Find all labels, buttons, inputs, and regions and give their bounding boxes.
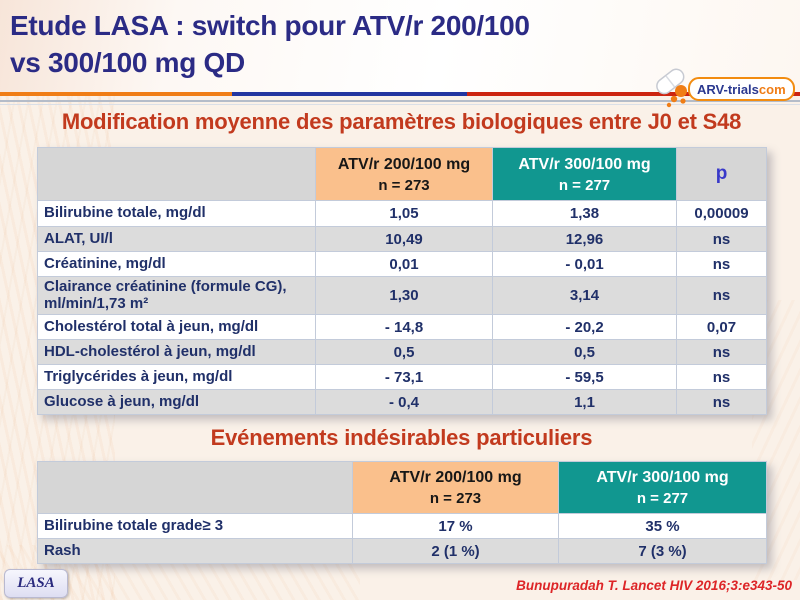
arv-trials-logo: ARV-trials com [650, 68, 800, 110]
section1-heading: Modification moyenne des paramètres biol… [61, 109, 742, 134]
section2-heading: Evénements indésirables particuliers [210, 425, 593, 450]
cell-atvr300: - 59,5 [492, 364, 677, 390]
row-label: Cholestérol total à jeun, mg/dl [37, 314, 316, 340]
row-label: Créatinine, mg/dl [37, 251, 316, 277]
table-row: Rash 2 (1 %) 7 (3 %) [37, 538, 767, 564]
row-label: Triglycérides à jeun, mg/dl [37, 364, 316, 390]
page-title: Etude LASA : switch pour ATV/r 200/100 v… [10, 8, 650, 82]
table-row: Bilirubine totale, mg/dl 1,05 1,38 0,000… [37, 200, 767, 227]
row-label: ALAT, UI/l [37, 226, 316, 252]
title-underline [0, 92, 800, 96]
arm300-n: n = 277 [558, 176, 611, 194]
arv-trials-wordmark: ARV-trials com [688, 77, 795, 101]
biologic-parameters-table: ATV/r 200/100 mg n = 273 ATV/r 300/100 m… [37, 147, 767, 415]
table-row: Bilirubine totale grade≥ 3 17 % 35 % [37, 513, 767, 539]
underline-red-segment [467, 92, 800, 96]
logo-brand-text: ARV-trials [697, 81, 759, 97]
table-row: HDL-cholestérol à jeun, mg/dl 0,5 0,5 ns [37, 339, 767, 365]
cell-p: 0,07 [676, 314, 767, 340]
cell-atvr200: 10,49 [315, 226, 493, 252]
study-badge: LASA [4, 569, 68, 598]
divider-line [0, 100, 800, 102]
row-label: Bilirubine totale, mg/dl [37, 200, 316, 227]
adverse-events-table: ATV/r 200/100 mg n = 273 ATV/r 300/100 m… [37, 461, 767, 564]
table-row: Cholestérol total à jeun, mg/dl - 14,8 -… [37, 314, 767, 340]
cell-atvr200: - 0,4 [315, 389, 493, 415]
arm300-n: n = 277 [636, 490, 689, 508]
cell-p: 0,00009 [676, 200, 767, 227]
cell-atvr300: 0,5 [492, 339, 677, 365]
cell-atvr200: 2 (1 %) [352, 538, 559, 564]
header-arm300-cell: ATV/r 300/100 mg n = 277 [558, 461, 767, 514]
cell-atvr200: 17 % [352, 513, 559, 539]
header-row: ATV/r 200/100 mg n = 273 ATV/r 300/100 m… [37, 461, 767, 514]
cell-p: ns [676, 364, 767, 390]
cell-atvr300: 12,96 [492, 226, 677, 252]
row-label: HDL-cholestérol à jeun, mg/dl [37, 339, 316, 365]
cell-atvr300: - 0,01 [492, 251, 677, 277]
cell-atvr200: 0,01 [315, 251, 493, 277]
table-row: Triglycérides à jeun, mg/dl - 73,1 - 59,… [37, 364, 767, 390]
cell-atvr300: 3,14 [492, 276, 677, 315]
cell-p: ns [676, 251, 767, 277]
header-row: ATV/r 200/100 mg n = 273 ATV/r 300/100 m… [37, 147, 767, 201]
row-label: Rash [37, 538, 353, 564]
header-blank-cell [37, 147, 316, 201]
page-title-line1: Etude LASA : switch pour ATV/r 200/100 [10, 10, 530, 41]
arm300-label: ATV/r 300/100 mg [596, 469, 729, 487]
row-label: Bilirubine totale grade≥ 3 [37, 513, 353, 539]
cell-atvr300: 1,1 [492, 389, 677, 415]
cell-atvr300: 35 % [558, 513, 767, 539]
cell-atvr200: - 14,8 [315, 314, 493, 340]
header-arm300-cell: ATV/r 300/100 mg n = 277 [492, 147, 677, 201]
page-title-line2: vs 300/100 mg QD [10, 46, 245, 78]
table-row: Créatinine, mg/dl 0,01 - 0,01 ns [37, 251, 767, 277]
table-row: Clairance créatinine (formule CG), ml/mi… [37, 276, 767, 315]
cell-atvr200: - 73,1 [315, 364, 493, 390]
cell-p: ns [676, 339, 767, 365]
cell-atvr300: 7 (3 %) [558, 538, 767, 564]
cell-atvr200: 1,05 [315, 200, 493, 227]
header-arm200-cell: ATV/r 200/100 mg n = 273 [315, 147, 493, 201]
row-label: Clairance créatinine (formule CG), ml/mi… [37, 276, 316, 315]
header-blank-cell [37, 461, 353, 514]
table-row: Glucose à jeun, mg/dl - 0,4 1,1 ns [37, 389, 767, 415]
cell-p: ns [676, 276, 767, 315]
pill-capsule-icon [656, 68, 687, 108]
arm300-label: ATV/r 300/100 mg [518, 155, 651, 173]
arm200-n: n = 273 [378, 176, 430, 194]
table-row: ALAT, UI/l 10,49 12,96 ns [37, 226, 767, 252]
cell-atvr300: - 20,2 [492, 314, 677, 340]
citation: Bunupuradah T. Lancet HIV 2016;3:e343-50 [516, 578, 792, 593]
cell-p: ns [676, 389, 767, 415]
cell-atvr200: 1,30 [315, 276, 493, 315]
row-label: Glucose à jeun, mg/dl [37, 389, 316, 415]
arm200-n: n = 273 [429, 490, 482, 508]
underline-blue-segment [232, 92, 467, 96]
cell-p: ns [676, 226, 767, 252]
arm200-label: ATV/r 200/100 mg [337, 155, 471, 173]
underline-orange-segment [0, 92, 232, 96]
logo-tld-text: com [758, 81, 786, 97]
cell-atvr200: 0,5 [315, 339, 493, 365]
header-p-cell: p [676, 147, 767, 201]
cell-atvr300: 1,38 [492, 200, 677, 227]
header-arm200-cell: ATV/r 200/100 mg n = 273 [352, 461, 559, 514]
arm200-label: ATV/r 200/100 mg [389, 469, 522, 487]
divider-line-light [0, 104, 800, 105]
